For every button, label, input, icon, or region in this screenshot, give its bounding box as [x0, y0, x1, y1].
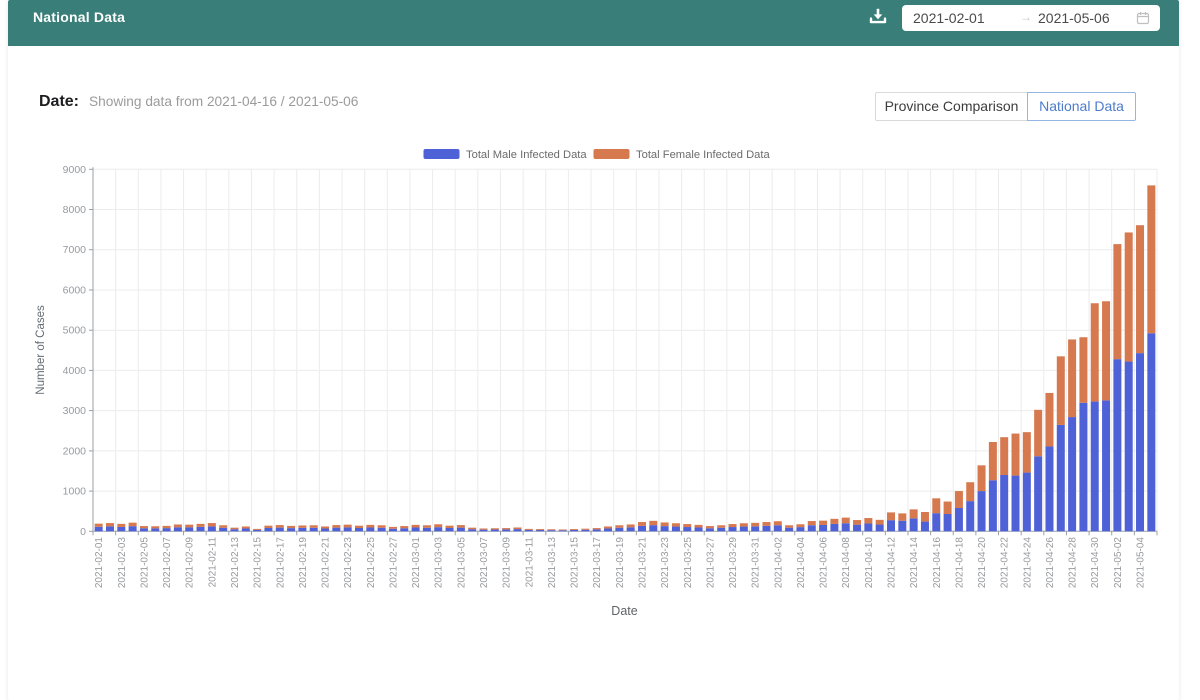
svg-text:2021-02-09: 2021-02-09: [185, 537, 196, 589]
svg-text:2021-02-03: 2021-02-03: [117, 537, 128, 589]
svg-text:2021-03-31: 2021-03-31: [751, 537, 762, 589]
svg-text:2021-03-27: 2021-03-27: [705, 537, 716, 589]
svg-text:2021-02-17: 2021-02-17: [275, 537, 286, 589]
svg-text:2021-02-11: 2021-02-11: [207, 537, 218, 588]
svg-text:1000: 1000: [63, 486, 87, 498]
svg-text:2021-03-07: 2021-03-07: [479, 537, 490, 589]
svg-text:Total Female Infected Data: Total Female Infected Data: [636, 149, 770, 161]
svg-text:3000: 3000: [63, 405, 87, 417]
svg-text:9000: 9000: [63, 164, 87, 176]
svg-text:2021-04-30: 2021-04-30: [1090, 537, 1101, 589]
svg-text:2021-02-19: 2021-02-19: [298, 537, 309, 589]
svg-text:2021-02-25: 2021-02-25: [366, 537, 377, 589]
svg-text:2021-03-01: 2021-03-01: [411, 537, 422, 589]
svg-text:2021-03-21: 2021-03-21: [637, 537, 648, 589]
svg-text:2021-02-15: 2021-02-15: [253, 537, 264, 589]
svg-text:5000: 5000: [63, 325, 87, 337]
svg-text:Number of Cases: Number of Cases: [35, 305, 47, 395]
svg-text:2021-03-11: 2021-03-11: [524, 537, 535, 588]
svg-text:2021-03-15: 2021-03-15: [570, 537, 581, 589]
svg-text:2021-04-26: 2021-04-26: [1045, 537, 1056, 589]
svg-text:7000: 7000: [63, 244, 87, 256]
svg-text:Date: Date: [611, 604, 637, 618]
svg-text:2021-03-13: 2021-03-13: [547, 537, 558, 589]
svg-text:6000: 6000: [63, 285, 87, 297]
svg-text:2021-04-10: 2021-04-10: [864, 537, 875, 589]
svg-text:2021-02-23: 2021-02-23: [343, 537, 354, 589]
svg-text:2021-02-01: 2021-02-01: [94, 537, 105, 589]
svg-text:2021-04-18: 2021-04-18: [954, 537, 965, 589]
svg-text:2021-03-29: 2021-03-29: [728, 537, 739, 589]
svg-text:2021-02-07: 2021-02-07: [162, 537, 173, 589]
svg-text:8000: 8000: [63, 204, 87, 216]
svg-text:2021-04-04: 2021-04-04: [796, 537, 807, 589]
svg-text:2021-03-19: 2021-03-19: [615, 537, 626, 589]
svg-text:2021-03-25: 2021-03-25: [683, 537, 694, 589]
svg-text:2021-04-14: 2021-04-14: [909, 537, 920, 589]
svg-text:2021-04-12: 2021-04-12: [887, 537, 898, 589]
svg-text:2021-04-08: 2021-04-08: [841, 537, 852, 589]
svg-text:2021-03-05: 2021-03-05: [456, 537, 467, 589]
svg-text:2021-03-03: 2021-03-03: [434, 537, 445, 589]
svg-text:4000: 4000: [63, 365, 87, 377]
svg-text:2021-05-02: 2021-05-02: [1113, 537, 1124, 589]
svg-text:2021-04-02: 2021-04-02: [773, 537, 784, 589]
svg-text:2021-03-09: 2021-03-09: [502, 537, 513, 589]
svg-text:2021-02-13: 2021-02-13: [230, 537, 241, 589]
svg-text:2021-04-20: 2021-04-20: [977, 537, 988, 589]
svg-text:Total Male Infected Data: Total Male Infected Data: [466, 149, 587, 161]
svg-text:2021-04-16: 2021-04-16: [932, 537, 943, 589]
svg-text:2000: 2000: [63, 445, 87, 457]
svg-text:0: 0: [80, 526, 86, 538]
svg-text:2021-02-05: 2021-02-05: [139, 537, 150, 589]
svg-text:2021-04-22: 2021-04-22: [1000, 537, 1011, 589]
svg-text:2021-03-17: 2021-03-17: [592, 537, 603, 589]
svg-text:2021-03-23: 2021-03-23: [660, 537, 671, 589]
svg-text:2021-04-24: 2021-04-24: [1022, 537, 1033, 589]
svg-text:2021-04-28: 2021-04-28: [1068, 537, 1079, 589]
svg-text:2021-04-06: 2021-04-06: [819, 537, 830, 589]
svg-text:2021-02-21: 2021-02-21: [321, 537, 332, 589]
svg-text:2021-02-27: 2021-02-27: [388, 537, 399, 589]
svg-text:2021-05-04: 2021-05-04: [1136, 537, 1147, 589]
